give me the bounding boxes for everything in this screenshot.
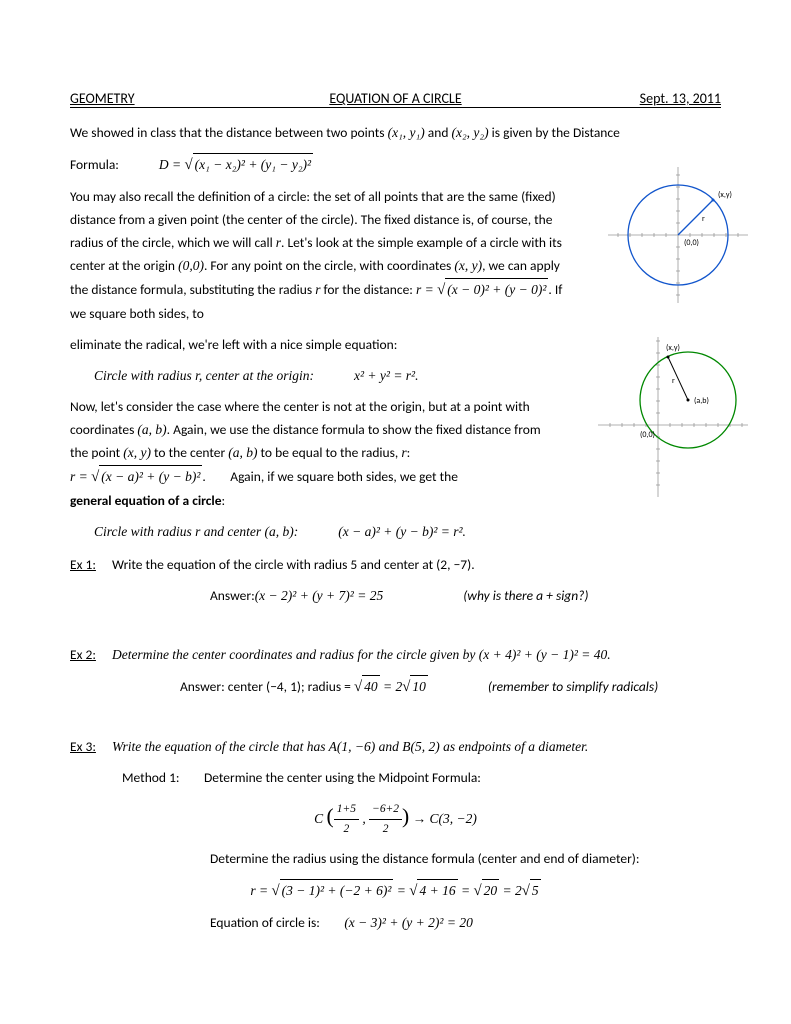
- intro-para: We showed in class that the distance bet…: [70, 122, 721, 145]
- fig1-xy-label: (x,y): [718, 190, 732, 200]
- header-left: GEOMETRY: [70, 90, 287, 107]
- fig1-origin-label: (0,0): [684, 238, 699, 248]
- ex3: Ex 3:Write the equation of the circle th…: [70, 736, 721, 759]
- fig2-xy-label: (x,y): [666, 343, 680, 353]
- ex3-method1: Method 1: Determine the center using the…: [122, 767, 721, 790]
- fig2-r-label: r: [672, 376, 675, 386]
- general-center-para: Now, let's consider the case where the c…: [70, 396, 560, 513]
- ex3-radius-calc: r = √(3 − 1)² + (−2 + 6)² = √4 + 16 = √2…: [70, 879, 721, 904]
- header-mid: EQUATION OF A CIRCLE: [287, 90, 504, 107]
- ex3-radius-text: Determine the radius using the distance …: [210, 848, 721, 871]
- page-header: GEOMETRY EQUATION OF A CIRCLE Sept. 13, …: [70, 90, 721, 108]
- ex1: Ex 1:Write the equation of the circle wi…: [70, 554, 721, 577]
- circle-def-para: You may also recall the definition of a …: [70, 186, 570, 326]
- fig2-origin-label: (0,0): [640, 430, 655, 440]
- fig1-r-label: r: [702, 214, 705, 224]
- ex3-midpoint: C (1+52 , −6+22) → C(3, −2): [70, 798, 721, 840]
- fig2-center-label: (a,b): [694, 396, 709, 406]
- general-equation: Circle with radius r and center (a, b):(…: [94, 521, 721, 544]
- ex2-answer: Answer: center (−4, 1); radius = √40 = 2…: [180, 675, 721, 700]
- ex2: Ex 2:Determine the center coordinates an…: [70, 644, 721, 667]
- figure-circle-ab: (x,y) r (a,b) (0,0): [596, 335, 751, 500]
- header-right: Sept. 13, 2011: [504, 90, 721, 107]
- ex1-answer: Answer: (x − 2)² + (y + 7)² = 25 (why is…: [210, 585, 721, 608]
- figure-circle-origin: (x,y) r (0,0): [606, 165, 751, 305]
- ex3-final: Equation of circle is: (x − 3)² + (y + 2…: [210, 912, 721, 935]
